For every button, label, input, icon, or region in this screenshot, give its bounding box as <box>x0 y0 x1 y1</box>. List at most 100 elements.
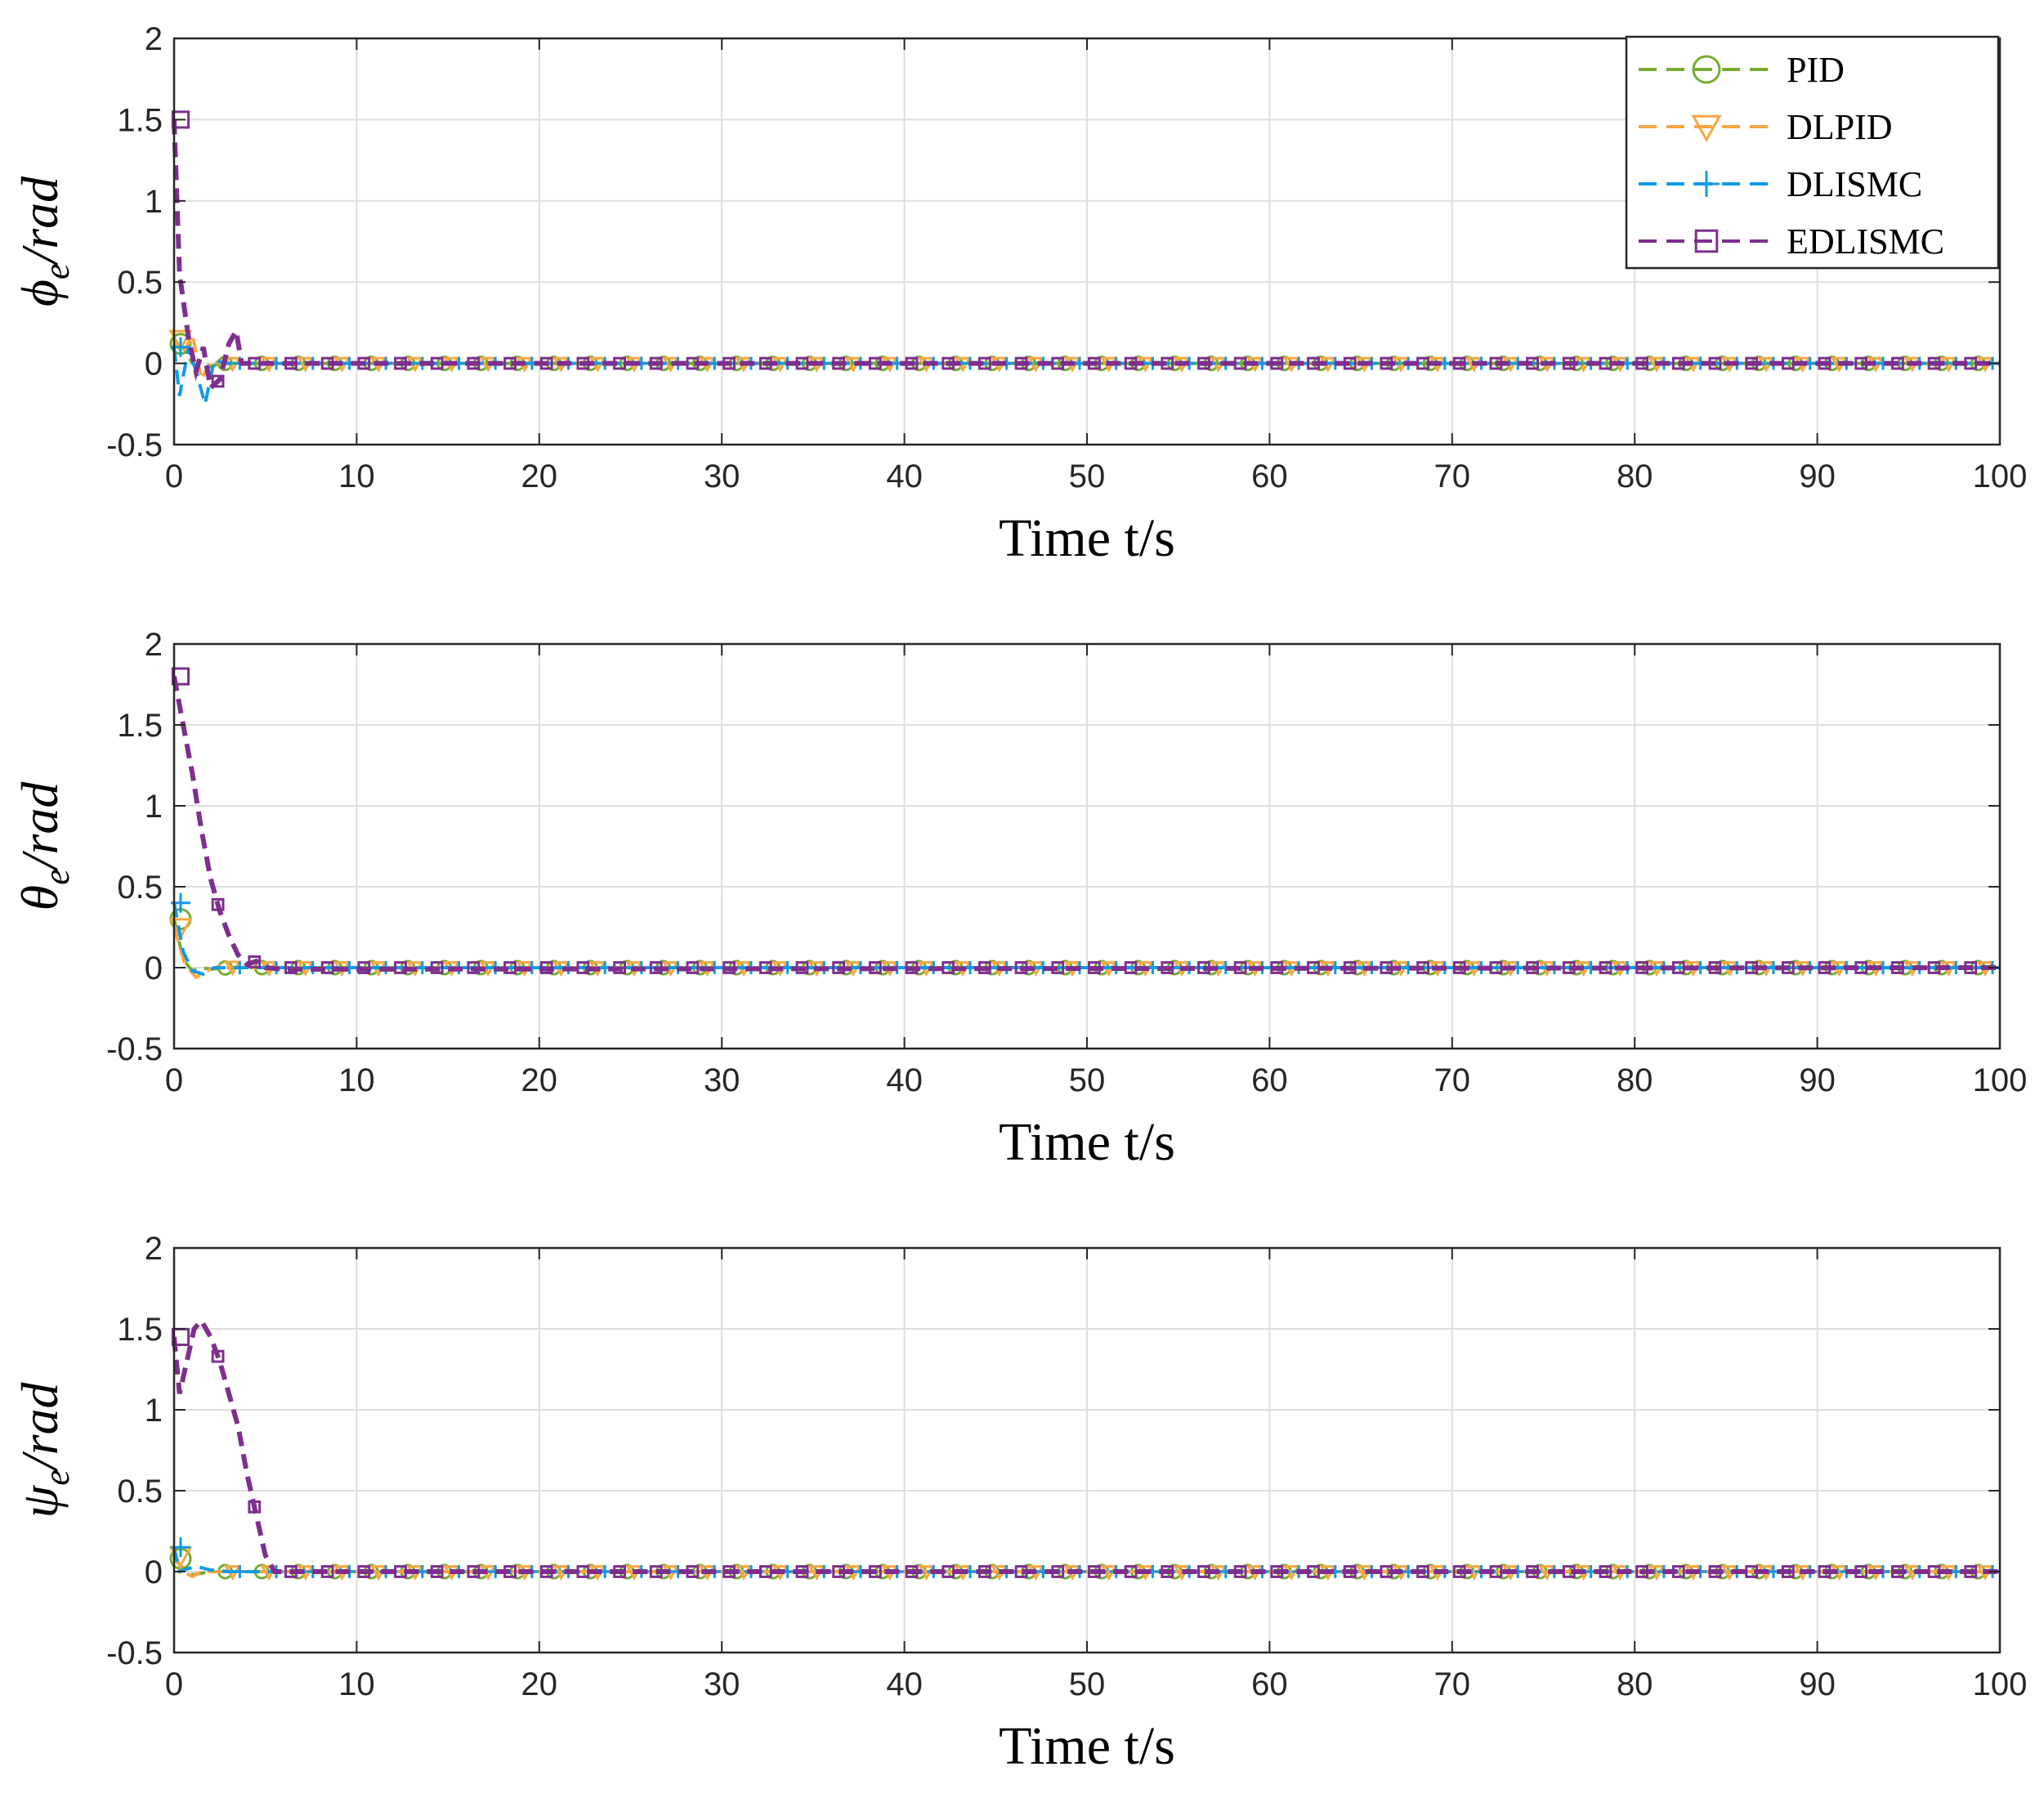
y-tick-label: 1 <box>145 789 163 825</box>
marker-edlismc <box>1526 961 1539 974</box>
marker-edlismc <box>977 961 991 974</box>
marker-edlismc <box>1489 356 1503 370</box>
x-axis-label: Time t/s <box>999 508 1175 568</box>
y-tick-label: 1.5 <box>117 102 163 138</box>
x-tick-label: 30 <box>704 458 740 494</box>
legend-item-dlpid: DLPID <box>1639 107 1893 147</box>
legend-item-edlismc: EDLISMC <box>1639 221 1944 262</box>
marker-edlismc <box>795 356 809 370</box>
marker-edlismc <box>613 1565 626 1578</box>
x-tick-label: 0 <box>165 1666 183 1702</box>
y-tick-label: 0.5 <box>117 870 163 906</box>
x-tick-label: 70 <box>1434 1062 1471 1098</box>
legend-marker-edlismc <box>1694 229 1719 253</box>
x-tick-label: 100 <box>1973 1062 2028 1098</box>
marker-edlismc <box>1270 356 1284 370</box>
marker-edlismc <box>1890 356 1904 370</box>
legend-item-dlismc: DLISMC <box>1639 164 1922 204</box>
marker-edlismc <box>1818 356 1832 370</box>
marker-edlismc <box>1526 1565 1539 1578</box>
marker-edlismc <box>832 356 846 370</box>
marker-edlismc <box>1818 961 1832 974</box>
marker-edlismc <box>758 961 772 974</box>
marker-edlismc <box>1854 961 1868 974</box>
marker-edlismc <box>394 356 407 370</box>
marker-edlismc <box>1380 961 1393 974</box>
marker-edlismc <box>1489 961 1503 974</box>
marker-edlismc <box>795 1565 809 1578</box>
marker-edlismc <box>171 110 190 129</box>
marker-edlismc <box>1014 356 1028 370</box>
x-tick-label: 80 <box>1617 458 1653 494</box>
series-line-edlismc <box>172 119 2000 393</box>
x-tick-label: 10 <box>338 1666 375 1702</box>
x-tick-label: 20 <box>521 458 558 494</box>
marker-edlismc <box>1671 1565 1685 1578</box>
marker-edlismc <box>357 356 371 370</box>
marker-edlismc <box>686 356 700 370</box>
marker-edlismc <box>1307 1565 1320 1578</box>
marker-edlismc <box>1088 961 1101 974</box>
marker-edlismc <box>1343 961 1357 974</box>
marker-edlismc <box>1781 356 1795 370</box>
marker-edlismc <box>248 1500 262 1514</box>
legend-label: EDLISMC <box>1787 221 1944 262</box>
marker-edlismc <box>795 961 809 974</box>
marker-edlismc <box>905 356 919 370</box>
legend: PID DLPID DLISMC EDLISMC <box>1625 35 2000 270</box>
marker-edlismc <box>1014 961 1028 974</box>
marker-edlismc <box>1124 961 1138 974</box>
marker-edlismc <box>320 356 334 370</box>
marker-edlismc <box>1927 1565 1941 1578</box>
marker-edlismc <box>1562 1565 1576 1578</box>
marker-edlismc <box>1051 1565 1065 1578</box>
marker-edlismc <box>1745 356 1759 370</box>
marker-edlismc <box>1452 961 1466 974</box>
marker-edlismc <box>722 356 736 370</box>
x-tick-label: 90 <box>1799 1666 1836 1702</box>
x-tick-label: 60 <box>1251 458 1288 494</box>
y-tick-label: -0.5 <box>106 1031 163 1067</box>
marker-edlismc <box>1671 356 1685 370</box>
marker-edlismc <box>1233 356 1247 370</box>
y-tick-label: 2 <box>145 1231 163 1267</box>
x-tick-label: 90 <box>1799 1062 1836 1098</box>
y-tick-label: 1 <box>145 184 163 220</box>
marker-edlismc <box>832 1565 846 1578</box>
marker-edlismc <box>1051 961 1065 974</box>
marker-edlismc <box>649 356 663 370</box>
marker-edlismc <box>1599 961 1612 974</box>
y-tick-label: 0 <box>145 1554 163 1590</box>
x-tick-label: 20 <box>521 1062 558 1098</box>
y-axis-label: ϕe/rad <box>11 176 77 306</box>
marker-edlismc <box>576 1565 590 1578</box>
x-tick-label: 0 <box>165 458 183 494</box>
marker-edlismc <box>430 1565 444 1578</box>
marker-edlismc <box>758 356 772 370</box>
marker-edlismc <box>1599 1565 1612 1578</box>
marker-edlismc <box>357 1565 371 1578</box>
marker-edlismc <box>248 356 262 370</box>
legend-marker-dlismc <box>1693 171 1720 197</box>
marker-edlismc <box>1964 961 1978 974</box>
y-tick-label: 1.5 <box>117 708 163 744</box>
marker-edlismc <box>357 961 371 974</box>
marker-edlismc <box>1270 1565 1284 1578</box>
marker-edlismc <box>1781 961 1795 974</box>
series-line-edlismc <box>172 676 2001 972</box>
x-tick-label: 90 <box>1799 458 1836 494</box>
marker-edlismc <box>1270 961 1284 974</box>
marker-edlismc <box>1051 356 1065 370</box>
x-tick-label: 40 <box>886 458 923 494</box>
marker-edlismc <box>503 961 517 974</box>
subplot-2: 0 10 20 30 40 50 60 70 80 90 100-0.500.511.52Time … <box>11 627 2027 1172</box>
marker-edlismc <box>1635 356 1649 370</box>
marker-edlismc <box>1964 356 1978 370</box>
y-tick-label: -0.5 <box>106 427 163 463</box>
x-tick-label: 80 <box>1617 1062 1653 1098</box>
marker-edlismc <box>1854 1565 1868 1578</box>
marker-edlismc <box>1745 1565 1759 1578</box>
marker-edlismc <box>1635 961 1649 974</box>
marker-edlismc <box>1854 356 1868 370</box>
x-tick-label: 80 <box>1617 1666 1653 1702</box>
